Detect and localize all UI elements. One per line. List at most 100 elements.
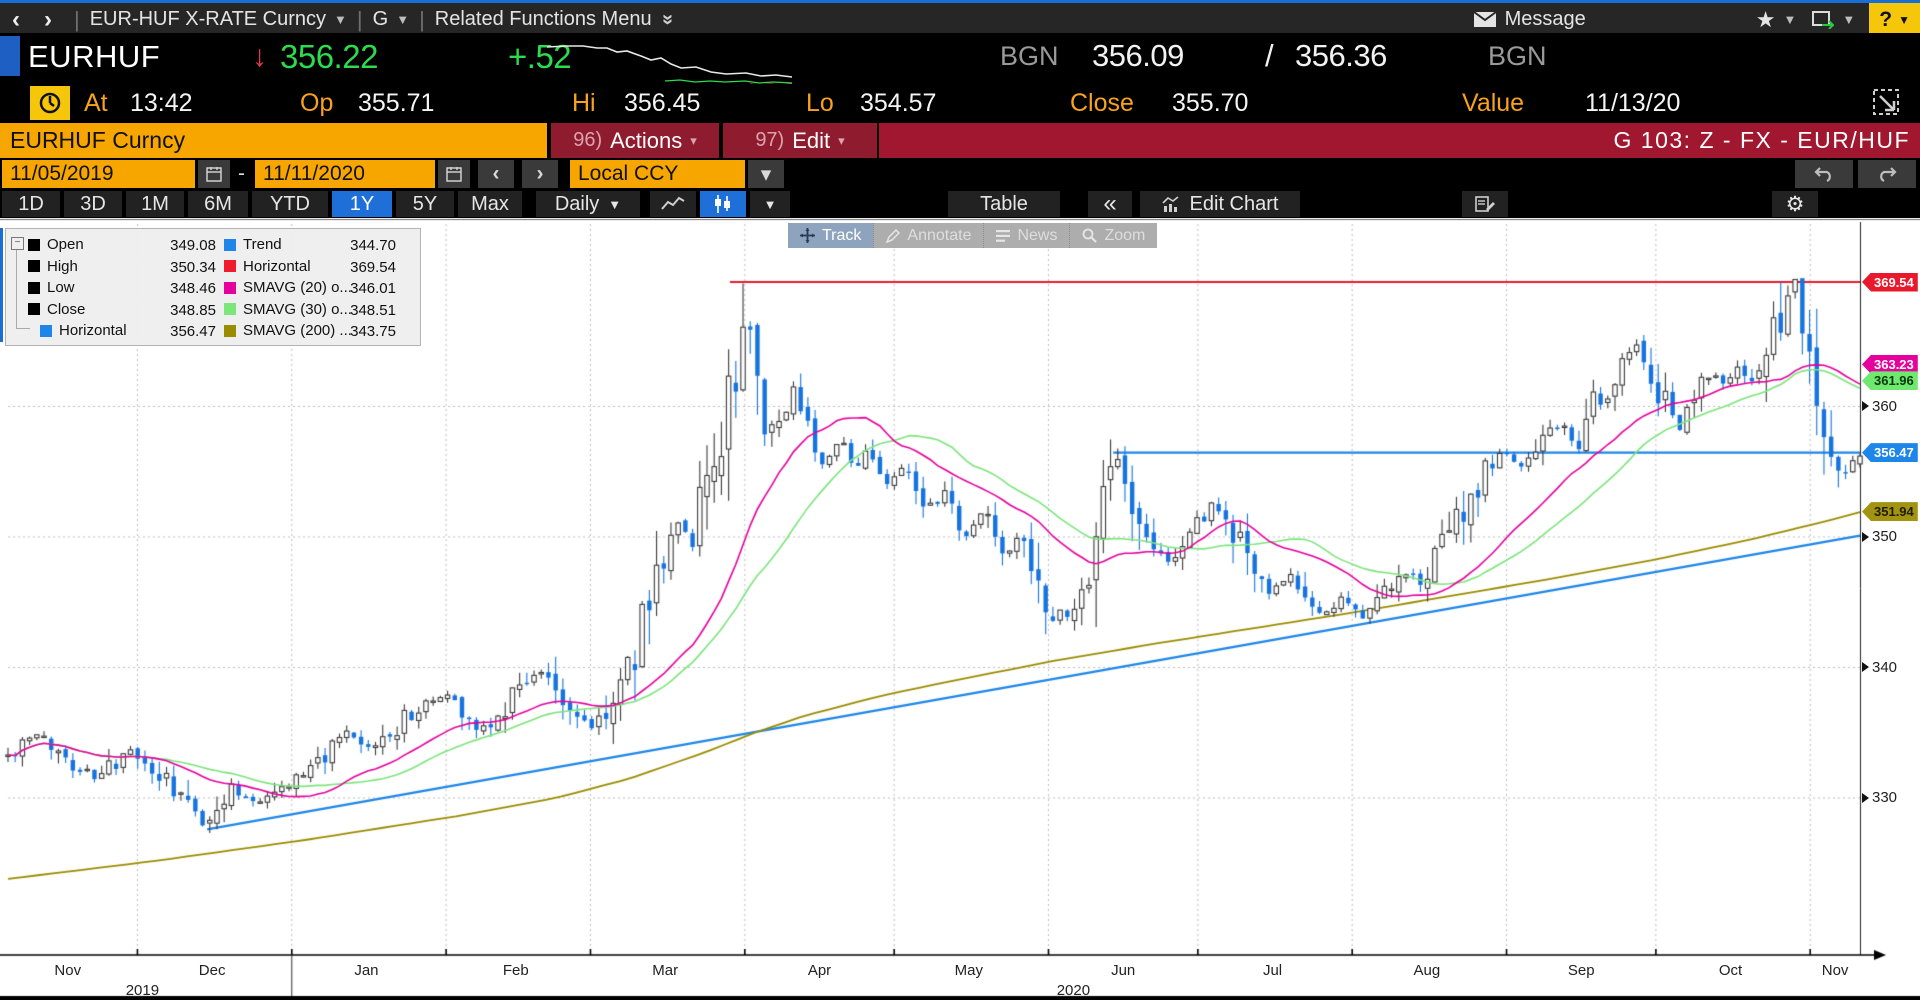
legend-tree-line [16, 250, 17, 328]
security-menu[interactable]: EUR-HUF X-RATE Curncy ▼ [89, 8, 347, 30]
legend-item[interactable]: Trend [224, 234, 282, 255]
x-axis-month-label: Nov [1821, 962, 1849, 979]
monitor-arrow-icon [1812, 10, 1835, 29]
chevron-down-icon: ▼ [608, 196, 622, 212]
chevron-down-icon: ▾ [690, 132, 697, 148]
table-button[interactable]: Table [948, 191, 1060, 217]
chevron-down-icon: ▼ [1783, 12, 1797, 27]
period-back-button[interactable]: ‹ [478, 160, 514, 188]
security-input[interactable]: EURHUF Curncy [0, 123, 547, 158]
collapse-button[interactable]: « [1088, 190, 1132, 217]
zoom-tool[interactable]: Zoom [1069, 223, 1157, 248]
help-button[interactable]: ? ▼ [1869, 3, 1920, 36]
track-tool[interactable]: Track [788, 223, 874, 248]
legend-item[interactable]: SMAVG (30) o... [224, 299, 352, 320]
end-date-calendar-button[interactable] [438, 160, 470, 188]
x-axis-month-label: Apr [807, 962, 832, 979]
x-axis-year-label: 2020 [1056, 982, 1091, 999]
legend-value: 344.70 [350, 237, 396, 254]
legend-label: SMAVG (200) ... [243, 322, 352, 339]
back-button[interactable]: ‹ [12, 5, 20, 33]
price-axis-tag: 369.54 [1862, 272, 1918, 292]
x-axis-month-label: Nov [54, 962, 82, 979]
intraday-sparkline [546, 45, 793, 85]
undo-button[interactable] [1795, 160, 1853, 188]
actions-button[interactable]: 96) Actions ▾ [551, 123, 719, 158]
ticker: EURHUF [28, 39, 161, 74]
bid-ask-slash: / [1265, 38, 1274, 73]
settings-button[interactable]: ⚙ [1772, 191, 1818, 217]
at-label: At [84, 89, 108, 117]
legend-item[interactable]: Close [28, 299, 85, 320]
x-axis-month-label: Jan [354, 962, 379, 979]
legend-label: SMAVG (30) o... [243, 300, 352, 318]
gear-icon: ⚙ [1785, 192, 1805, 216]
related-functions-menu[interactable]: Related Functions Menu» [434, 8, 679, 30]
calendar-icon [446, 167, 462, 182]
currency-dropdown-button[interactable]: ▾ [748, 160, 784, 188]
chart-type-dropdown[interactable]: ▼ [750, 191, 790, 217]
legend-collapse-toggle[interactable]: − [11, 237, 24, 250]
note-export-icon[interactable] [1872, 88, 1904, 118]
x-axis-month-label: Feb [502, 962, 529, 979]
start-date-input[interactable]: 11/05/2019 [2, 160, 195, 188]
range-max[interactable]: Max [458, 191, 522, 217]
range-5y[interactable]: 5Y [396, 191, 454, 217]
price-axis-tag: 361.96 [1862, 371, 1918, 391]
y-axis-tick-label: 360 [1862, 397, 1897, 415]
news-tool[interactable]: News [983, 223, 1069, 248]
range-6m[interactable]: 6M [188, 191, 248, 217]
legend-label: Horizontal [243, 257, 311, 275]
high-label: Hi [572, 89, 596, 117]
period-forward-button[interactable]: › [522, 160, 558, 188]
legend-swatch [28, 281, 40, 294]
low-value: 354.57 [860, 89, 937, 117]
favorites-button[interactable]: ★ ▼ [1755, 6, 1797, 32]
annotation-panel-button[interactable] [1462, 191, 1508, 217]
track-crosshair-icon [800, 228, 815, 243]
candle-chart-button[interactable] [700, 191, 746, 217]
x-axis-month-label: Mar [652, 962, 679, 979]
low-label: Lo [806, 89, 834, 117]
legend-swatch [224, 281, 236, 294]
ask-price: 356.36 [1295, 38, 1387, 73]
chevron-down-icon: ▼ [396, 12, 410, 27]
legend-item[interactable]: SMAVG (200) ... [224, 320, 352, 341]
message-button[interactable]: Message [1473, 8, 1586, 31]
edit-chart-button[interactable]: Edit Chart [1140, 191, 1300, 217]
redo-button[interactable] [1858, 160, 1916, 188]
range-1m[interactable]: 1M [126, 191, 184, 217]
annotate-tool[interactable]: Annotate [873, 223, 983, 248]
range-3d[interactable]: 3D [64, 191, 122, 217]
period-select[interactable]: Daily ▼ [536, 191, 640, 217]
legend-item[interactable]: Horizontal [224, 256, 311, 277]
chevron-down-icon: ▾ [838, 132, 845, 148]
range-1d[interactable]: 1D [2, 191, 60, 217]
end-date-input[interactable]: 11/11/2020 [255, 160, 435, 188]
ask-source: BGN [1488, 41, 1547, 71]
start-date-calendar-button[interactable] [198, 160, 230, 188]
legend-item[interactable]: High [28, 256, 78, 277]
legend-tree-line [16, 328, 30, 329]
divider: | [356, 6, 363, 32]
line-chart-button[interactable] [650, 191, 696, 217]
export-button[interactable]: ▼ [1812, 10, 1855, 29]
calendar-icon [206, 167, 222, 182]
legend-item[interactable]: Low [28, 277, 75, 298]
range-ytd[interactable]: YTD [252, 191, 328, 217]
double-chevron-down-icon: » [656, 13, 679, 26]
price-chart-canvas[interactable] [0, 218, 1920, 1000]
currency-select[interactable]: Local CCY [570, 160, 745, 188]
ohlc-info-row: At 13:42 Op 355.71 Hi 356.45 Lo 354.57 C… [0, 84, 1920, 123]
range-1y[interactable]: 1Y [332, 191, 392, 217]
redo-icon [1880, 167, 1897, 182]
legend-item[interactable]: Horizontal [40, 320, 127, 341]
legend-item[interactable]: Open [28, 234, 84, 255]
edit-button[interactable]: 97) Edit ▾ [723, 123, 877, 158]
forward-button[interactable]: › [44, 5, 52, 33]
y-axis-tick-label: 330 [1862, 789, 1897, 807]
g-menu[interactable]: G ▼ [372, 8, 410, 30]
legend-swatch [40, 324, 52, 337]
legend-item[interactable]: SMAVG (20) o... [224, 277, 352, 298]
x-axis-month-label: Aug [1413, 962, 1441, 979]
